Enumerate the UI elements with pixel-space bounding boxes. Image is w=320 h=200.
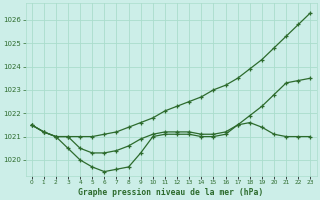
- X-axis label: Graphe pression niveau de la mer (hPa): Graphe pression niveau de la mer (hPa): [78, 188, 264, 197]
